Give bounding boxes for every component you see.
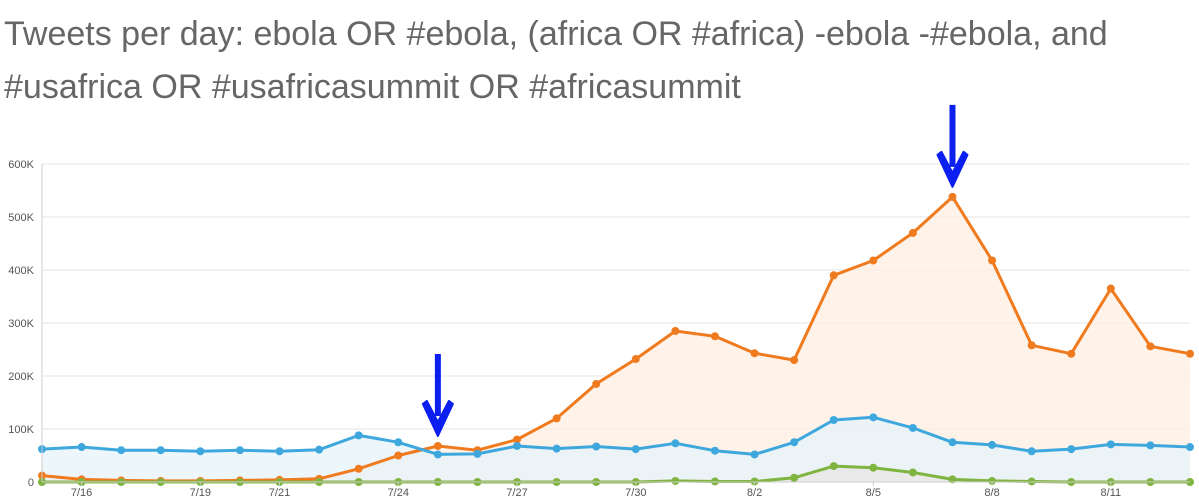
y-tick-label: 500K xyxy=(8,212,34,224)
data-point xyxy=(830,416,838,424)
data-point xyxy=(711,332,719,340)
data-point xyxy=(671,439,679,447)
x-tick-label: 8/11 xyxy=(1101,487,1122,499)
y-tick-label: 600K xyxy=(8,159,34,171)
data-point xyxy=(909,229,917,237)
data-point xyxy=(830,462,838,470)
data-point xyxy=(196,447,204,455)
data-point xyxy=(276,447,284,455)
data-point xyxy=(988,441,996,449)
data-point xyxy=(157,446,165,454)
data-point xyxy=(988,256,996,264)
data-point xyxy=(909,468,917,476)
data-point xyxy=(1067,445,1075,453)
data-point xyxy=(434,442,442,450)
data-point xyxy=(1107,285,1115,293)
x-tick-label: 7/24 xyxy=(388,487,409,499)
data-point xyxy=(592,380,600,388)
data-point xyxy=(236,446,244,454)
y-tick-label: 300K xyxy=(8,318,34,330)
data-point xyxy=(78,443,86,451)
data-point xyxy=(434,450,442,458)
data-point xyxy=(948,193,956,201)
data-point xyxy=(790,438,798,446)
x-tick-label: 7/30 xyxy=(625,487,646,499)
data-point xyxy=(553,445,561,453)
data-point xyxy=(751,450,759,458)
series-area-0 xyxy=(42,197,1190,482)
arrow-annotation xyxy=(423,354,453,436)
data-point xyxy=(355,465,363,473)
data-point xyxy=(869,464,877,472)
y-tick-label: 200K xyxy=(8,371,34,383)
data-point xyxy=(592,442,600,450)
data-point xyxy=(1186,350,1194,358)
data-point xyxy=(909,424,917,432)
series-areas xyxy=(42,197,1190,482)
data-point xyxy=(355,431,363,439)
data-point xyxy=(869,256,877,264)
data-point xyxy=(1186,443,1194,451)
arrow-annotation xyxy=(937,105,967,187)
y-tick-label: 400K xyxy=(8,265,34,277)
data-point xyxy=(711,477,719,485)
data-point xyxy=(751,349,759,357)
data-point xyxy=(1107,440,1115,448)
data-point xyxy=(671,327,679,335)
data-point xyxy=(117,446,125,454)
data-point xyxy=(1028,341,1036,349)
data-point xyxy=(553,414,561,422)
data-point xyxy=(711,447,719,455)
x-tick-label: 8/5 xyxy=(866,487,881,499)
data-point xyxy=(1146,342,1154,350)
data-point xyxy=(473,450,481,458)
data-point xyxy=(394,452,402,460)
x-tick-label: 7/27 xyxy=(506,487,527,499)
x-tick-label: 7/16 xyxy=(71,487,92,499)
data-point xyxy=(1028,447,1036,455)
data-point xyxy=(948,438,956,446)
x-tick-label: 8/2 xyxy=(747,487,762,499)
data-point xyxy=(790,474,798,482)
data-point xyxy=(1067,350,1075,358)
data-point xyxy=(1028,477,1036,485)
data-point xyxy=(790,356,798,364)
y-tick-label: 100K xyxy=(8,424,34,436)
data-point xyxy=(394,438,402,446)
data-point xyxy=(1146,441,1154,449)
data-point xyxy=(830,271,838,279)
data-point xyxy=(315,446,323,454)
data-point xyxy=(632,445,640,453)
data-point xyxy=(513,442,521,450)
y-tick-label: 0 xyxy=(28,477,34,489)
data-point xyxy=(869,413,877,421)
x-tick-label: 7/19 xyxy=(190,487,211,499)
data-point xyxy=(632,355,640,363)
data-point xyxy=(671,477,679,485)
x-tick-label: 7/21 xyxy=(269,487,290,499)
x-tick-label: 8/8 xyxy=(984,487,999,499)
